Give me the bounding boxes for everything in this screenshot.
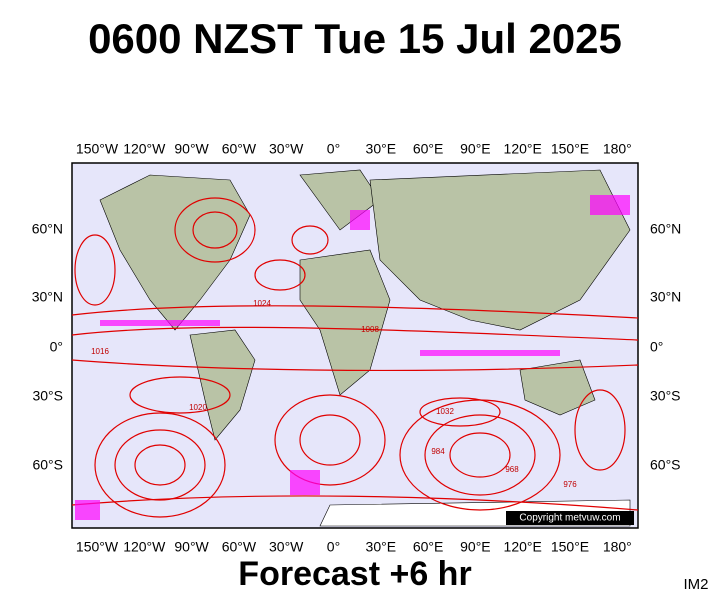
lat-label-right: 60°N bbox=[650, 221, 681, 237]
contour-label: 1032 bbox=[436, 407, 454, 416]
contour-label: 984 bbox=[431, 447, 445, 456]
lat-label-left: 0° bbox=[50, 339, 63, 355]
lon-label-top: 120°W bbox=[123, 141, 166, 157]
lat-label-right: 0° bbox=[650, 339, 663, 355]
lon-label-top: 30°E bbox=[366, 141, 397, 157]
image-code: IM2 bbox=[683, 576, 708, 593]
lon-label-bottom: 180° bbox=[603, 539, 632, 555]
lon-label-top: 60°E bbox=[413, 141, 444, 157]
lon-label-bottom: 90°W bbox=[174, 539, 209, 555]
lon-label-bottom: 90°E bbox=[460, 539, 491, 555]
lat-label-right: 30°S bbox=[650, 388, 681, 404]
lat-label-left: 60°N bbox=[32, 221, 63, 237]
map: 1024 1016 1032 968 976 984 1008 1020 Copyright … bbox=[71, 162, 639, 529]
lon-label-top: 150°E bbox=[551, 141, 589, 157]
lon-label-top: 180° bbox=[603, 141, 632, 157]
lon-label-bottom: 150°E bbox=[551, 539, 589, 555]
lon-label-top: 60°W bbox=[222, 141, 257, 157]
lon-label-top: 90°W bbox=[174, 141, 209, 157]
lon-label-bottom: 0° bbox=[327, 539, 340, 555]
lon-label-bottom: 30°W bbox=[269, 539, 304, 555]
lon-label-top: 90°E bbox=[460, 141, 491, 157]
lon-label-top: 120°E bbox=[504, 141, 542, 157]
lon-label-bottom: 30°E bbox=[366, 539, 397, 555]
lat-label-right: 30°N bbox=[650, 289, 681, 305]
lon-label-top: 30°W bbox=[269, 141, 304, 157]
title: 0600 NZST Tue 15 Jul 2025 bbox=[88, 15, 622, 62]
lon-label-top: 0° bbox=[327, 141, 340, 157]
contour-label: 976 bbox=[563, 480, 577, 489]
copyright-box bbox=[506, 511, 634, 525]
contour-label: 1024 bbox=[253, 299, 271, 308]
forecast-label: Forecast +6 hr bbox=[238, 555, 471, 593]
contour-label: 1008 bbox=[361, 325, 379, 334]
lon-label-bottom: 150°W bbox=[76, 539, 119, 555]
lon-label-bottom: 60°E bbox=[413, 539, 444, 555]
isobars bbox=[71, 197, 639, 518]
copyright: Copyright metvuw.com bbox=[519, 513, 620, 524]
lon-label-top: 150°W bbox=[76, 141, 119, 157]
lat-label-left: 60°S bbox=[32, 457, 63, 473]
lon-label-bottom: 60°W bbox=[222, 539, 257, 555]
lat-label-left: 30°S bbox=[32, 388, 63, 404]
contour-label: 1016 bbox=[91, 347, 109, 356]
contour-label: 968 bbox=[505, 465, 519, 474]
lon-label-bottom: 120°E bbox=[504, 539, 542, 555]
lon-label-bottom: 120°W bbox=[123, 539, 166, 555]
precipitation bbox=[75, 195, 630, 520]
land bbox=[99, 169, 631, 527]
lat-label-right: 60°S bbox=[650, 457, 681, 473]
contour-label: 1020 bbox=[189, 403, 207, 412]
lat-label-left: 30°N bbox=[32, 289, 63, 305]
